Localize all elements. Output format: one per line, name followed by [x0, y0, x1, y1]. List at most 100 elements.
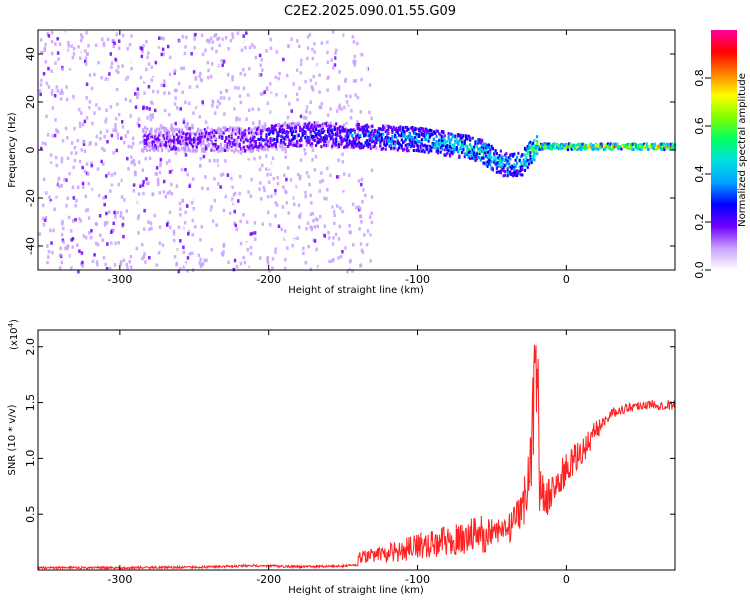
spectrogram-cell: [501, 157, 504, 161]
spectrogram-cell: [260, 129, 263, 133]
spectrogram-cell: [45, 191, 48, 195]
spectrogram-cell: [81, 260, 84, 265]
spectrogram-cell: [372, 145, 375, 149]
spectrogram-cell: [154, 186, 157, 191]
spectrogram-cell: [145, 177, 148, 181]
spectrogram-cell: [202, 148, 205, 152]
spectrogram-cell: [186, 142, 189, 146]
spectrogram-cell: [331, 259, 334, 263]
spectrogram-cell: [466, 147, 469, 151]
spectrogram-cell: [109, 104, 113, 109]
spectrogram-cell: [217, 36, 221, 41]
spectrogram-cell: [170, 128, 173, 132]
spectrogram-cell: [530, 143, 533, 147]
spectrogram-cell: [70, 151, 73, 155]
spectrogram-cell: [525, 159, 528, 163]
spectrogram-cell: [211, 103, 214, 108]
spectrogram-cell: [195, 84, 199, 89]
spectrogram-cell: [341, 160, 345, 164]
spectrogram-cell: [58, 179, 61, 184]
spectrogram-cell: [318, 90, 321, 94]
spectrogram-cell: [494, 159, 497, 163]
spectrogram-cell: [564, 146, 567, 150]
spectrogram-cell: [337, 158, 340, 163]
spectrogram-cell: [412, 131, 415, 135]
colorbar-label: Normalized spectral amplitude: [737, 73, 748, 227]
spectrogram-cell: [438, 139, 441, 143]
spectrogram-cell: [40, 78, 43, 83]
spectrogram-cell: [316, 140, 319, 144]
spectrogram-cell: [660, 142, 663, 146]
spectrogram-cell: [270, 88, 273, 93]
spectrogram-cell: [156, 187, 160, 191]
spectrogram-cell: [195, 200, 199, 204]
spectrogram-cell: [522, 158, 525, 162]
spectrogram-cell: [337, 145, 340, 149]
spectrogram-cell: [427, 139, 430, 143]
spectrogram-cell: [377, 127, 381, 131]
spectrogram-cell: [292, 196, 296, 200]
spectrogram-cell: [493, 152, 496, 156]
spectrogram-cell: [357, 136, 361, 140]
spectrogram-cell: [154, 60, 158, 65]
spectrogram-cell: [581, 144, 584, 148]
spectrogram-cell: [59, 107, 63, 112]
spectrogram-cell: [266, 147, 269, 152]
spectrogram-cell: [274, 250, 277, 254]
spectrogram-cell: [391, 139, 394, 143]
spectrogram-cell: [152, 143, 156, 147]
spectrogram-cell: [506, 171, 509, 175]
spectrogram-cell: [121, 125, 125, 129]
spectrogram-cell: [166, 129, 169, 133]
spectrogram-cell: [384, 124, 387, 128]
spectrogram-cell: [250, 266, 254, 270]
spectrogram-cell: [153, 108, 157, 113]
spectrogram-cell: [168, 137, 172, 141]
spectrogram-cell: [175, 184, 179, 188]
spectrogram-cell: [71, 55, 75, 60]
spectrogram-cell: [268, 144, 271, 148]
spectrogram-cell: [64, 246, 67, 250]
spectrogram-cell: [61, 67, 64, 71]
spectrogram-cell: [298, 142, 302, 146]
spectrogram-cell: [394, 146, 397, 150]
spectrogram-cell: [120, 131, 123, 135]
spectrogram-cell: [82, 185, 85, 190]
spectrogram-cell: [252, 149, 255, 153]
spectrogram-cell: [534, 146, 537, 150]
spectrogram-cell: [286, 135, 290, 139]
spectrogram-cell: [104, 195, 108, 199]
spectrogram-cell: [198, 115, 202, 119]
spectrogram-cell: [300, 58, 303, 63]
spectrogram-cell: [513, 152, 516, 156]
spectrogram-cell: [462, 148, 465, 152]
spectrogram-cell: [152, 187, 155, 191]
spectrogram-cell: [109, 189, 112, 193]
spectrogram-cell: [311, 211, 315, 216]
spectrogram-cell: [119, 262, 122, 266]
spectrogram-cell: [115, 32, 119, 37]
spectrogram-cell: [371, 124, 374, 128]
spectrogram-cell: [530, 146, 533, 150]
spectrogram-cell: [154, 143, 157, 147]
spectrogram-cell: [250, 177, 253, 182]
spectrogram-cell: [366, 229, 370, 233]
spectrogram-cell: [242, 140, 245, 144]
spectrogram-cell: [231, 77, 234, 82]
spectrogram-cell: [189, 140, 192, 144]
spectrogram-cell: [423, 137, 426, 141]
spectrogram-cell: [187, 148, 190, 152]
spectrogram-cell: [186, 51, 189, 55]
spectrogram-cell: [171, 71, 174, 76]
spectrogram-cell: [137, 214, 141, 218]
spectrogram-cell: [246, 139, 249, 143]
spectrogram-cell: [115, 87, 119, 92]
spectrogram-cell: [321, 122, 324, 126]
spectrogram-cell: [211, 209, 214, 213]
spectrogram-cell: [619, 145, 622, 149]
spectrogram-cell: [242, 255, 245, 260]
spectrogram-cell: [328, 249, 331, 253]
spectrogram-cell: [197, 269, 200, 274]
spectrogram-cell: [191, 73, 195, 78]
spectrogram-cell: [580, 143, 583, 147]
